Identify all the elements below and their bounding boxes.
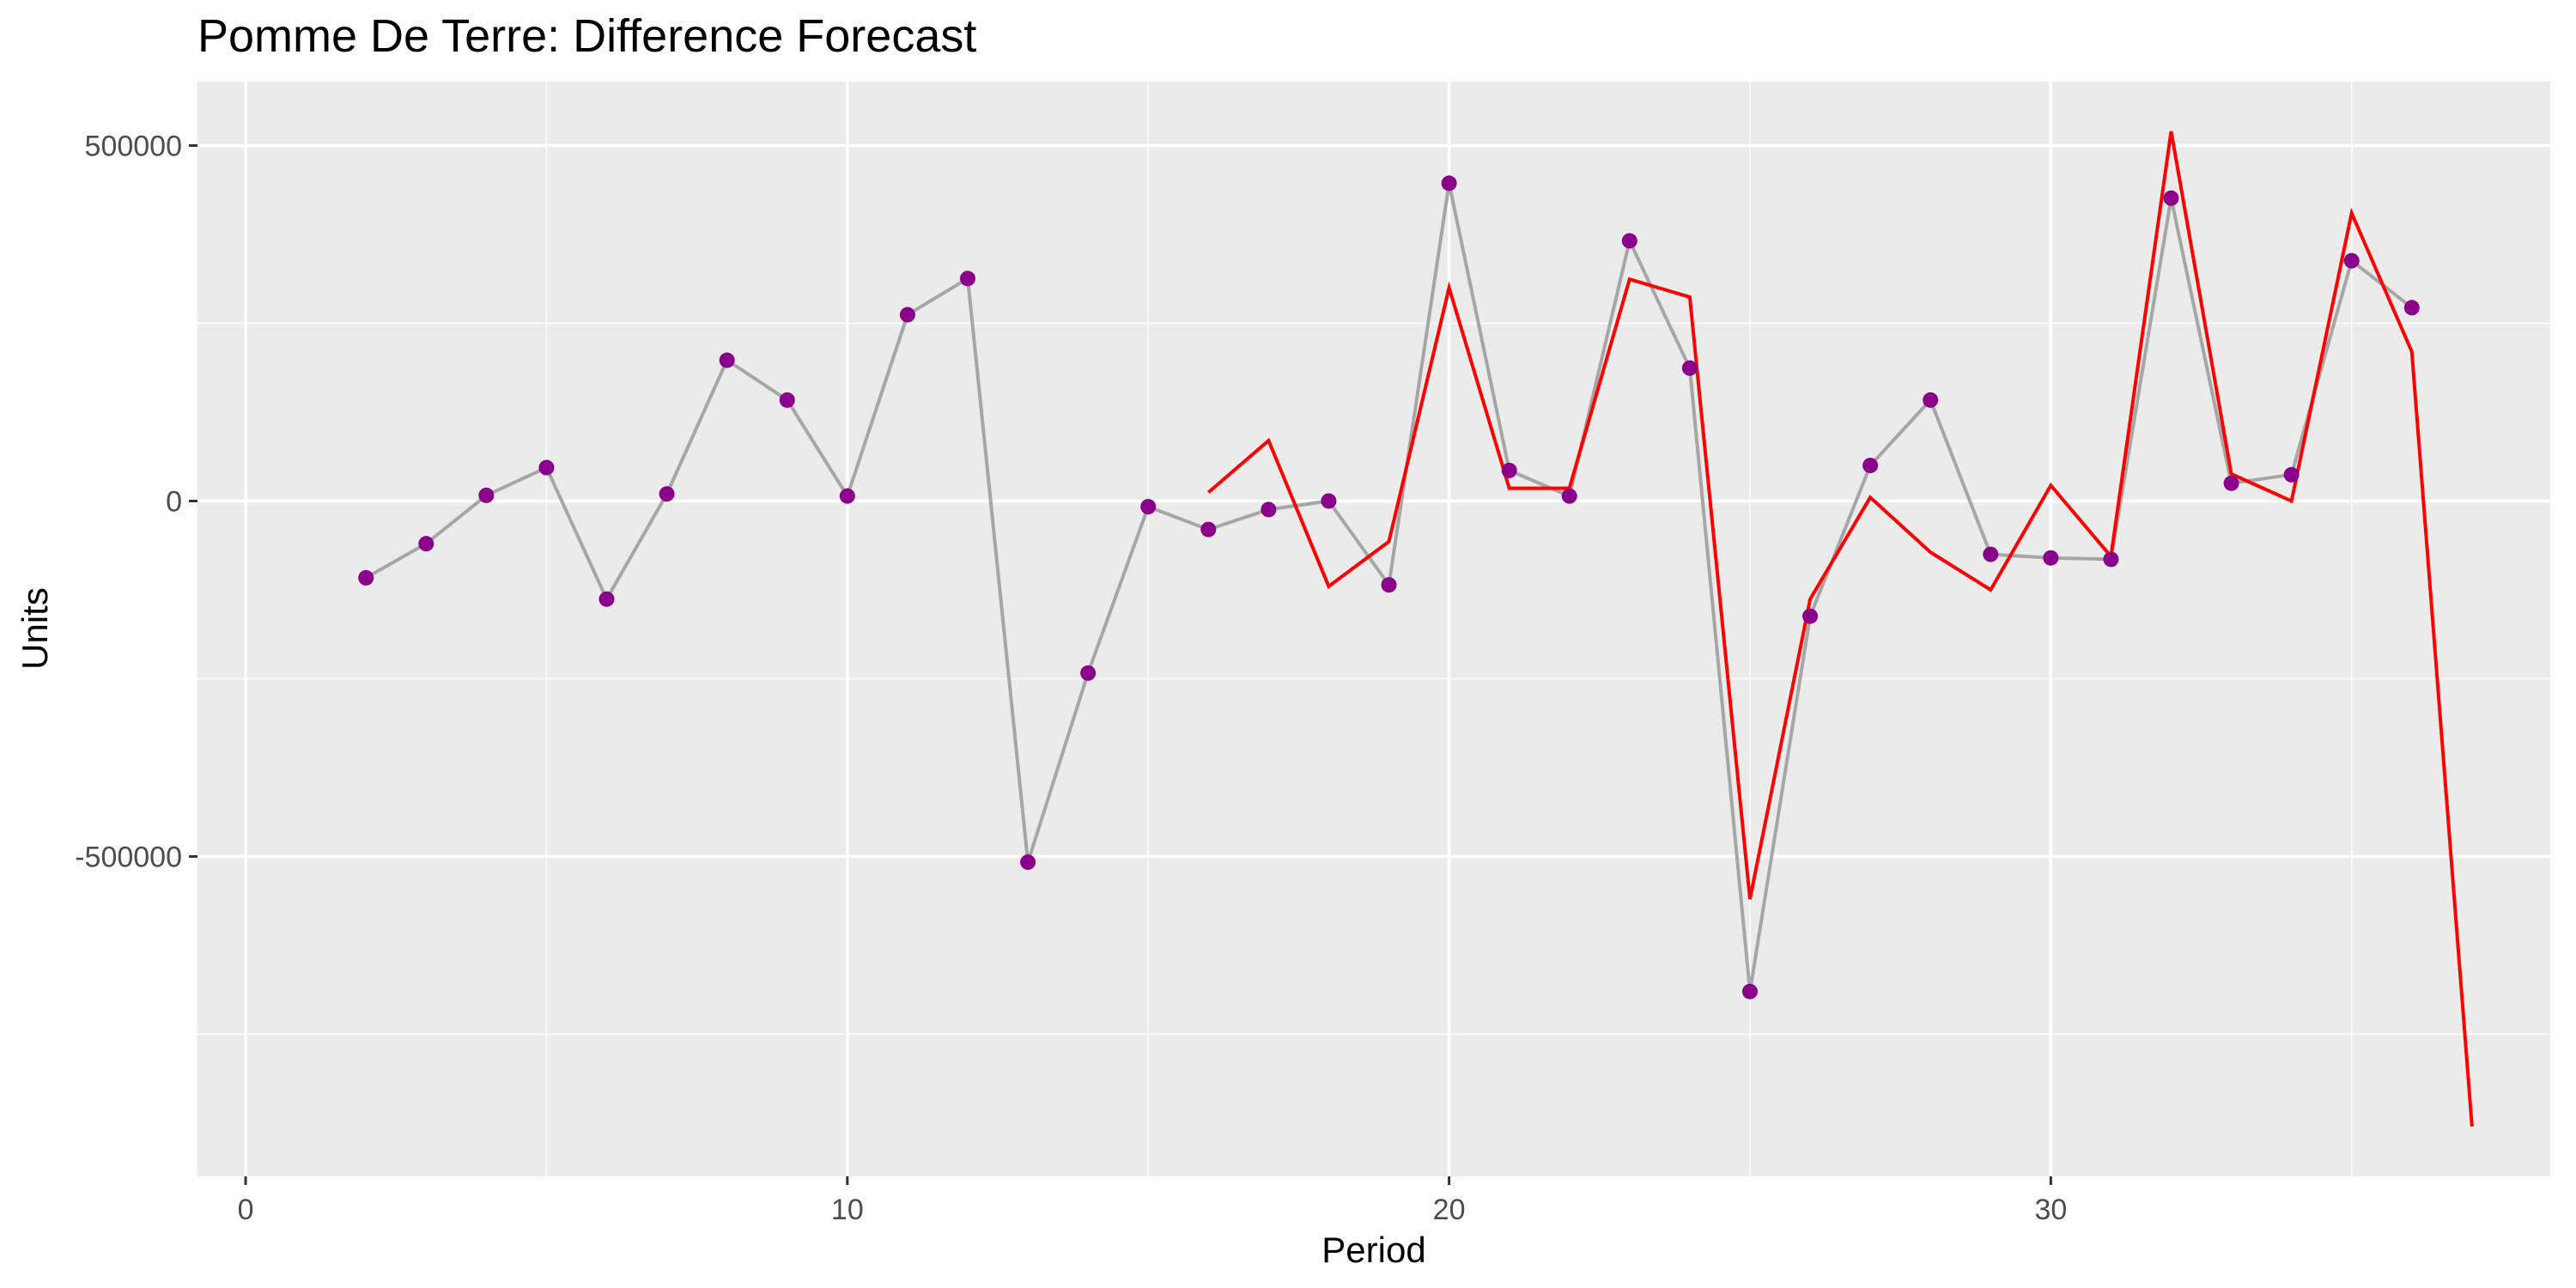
actual-data-point xyxy=(1321,493,1337,509)
x-tick-label: 20 xyxy=(1433,1194,1466,1226)
actual-data-point xyxy=(1862,458,1879,474)
forecast-series-line xyxy=(1206,131,2474,1127)
x-tick-label: 10 xyxy=(831,1194,864,1226)
actual-data-point xyxy=(1621,233,1637,249)
series-layer xyxy=(358,131,2474,1127)
y-tick-label: 500000 xyxy=(85,131,182,163)
y-tick-label: 0 xyxy=(166,485,182,518)
actual-data-point xyxy=(659,486,675,502)
y-tick-label: -500000 xyxy=(75,841,182,873)
actual-data-point xyxy=(1381,577,1397,593)
x-tick-label: 30 xyxy=(2034,1194,2067,1226)
actual-data-point xyxy=(1140,499,1157,515)
actual-data-point xyxy=(2223,475,2239,491)
plot-panel xyxy=(197,82,2550,1176)
major-gridlines xyxy=(197,82,2550,1176)
actual-data-point xyxy=(899,307,915,323)
y-axis-title: Units xyxy=(15,587,55,670)
actual-data-point xyxy=(1923,392,1939,408)
actual-data-point xyxy=(598,591,615,607)
actual-data-point xyxy=(1200,521,1217,538)
x-axis-title: Period xyxy=(1321,1230,1425,1270)
actual-data-point xyxy=(2283,466,2300,483)
actual-data-point xyxy=(719,352,735,368)
actual-data-point xyxy=(1261,501,1277,518)
actual-data-point xyxy=(358,569,374,586)
actual-data-point xyxy=(1501,462,1517,478)
actual-data-point xyxy=(839,488,855,504)
tick-labels: 0 10 20 30 500000 0 -500000 xyxy=(75,131,2067,1226)
actual-data-point xyxy=(2343,252,2360,269)
actual-data-point xyxy=(1561,488,1577,504)
chart-title: Pomme De Terre: Difference Forecast xyxy=(197,10,976,62)
actual-data-point xyxy=(1080,665,1097,681)
actual-data-point xyxy=(779,392,795,408)
actual-data-point xyxy=(959,270,975,287)
actual-data-point xyxy=(1681,360,1698,376)
actual-data-point xyxy=(478,487,495,503)
x-tick-label: 0 xyxy=(238,1194,254,1226)
actual-data-point xyxy=(418,536,434,552)
actual-data-point xyxy=(1020,854,1036,871)
actual-data-point xyxy=(538,459,555,476)
actual-data-point xyxy=(1802,608,1819,624)
actual-data-point xyxy=(2403,300,2420,316)
actual-data-point xyxy=(1741,983,1758,999)
actual-data-point xyxy=(2043,550,2059,566)
actual-data-point xyxy=(2103,551,2119,568)
axis-ticks xyxy=(189,144,2052,1185)
actual-data-point xyxy=(1983,546,1999,562)
actual-data-point xyxy=(2163,190,2179,206)
actual-data-point xyxy=(1441,175,1457,191)
